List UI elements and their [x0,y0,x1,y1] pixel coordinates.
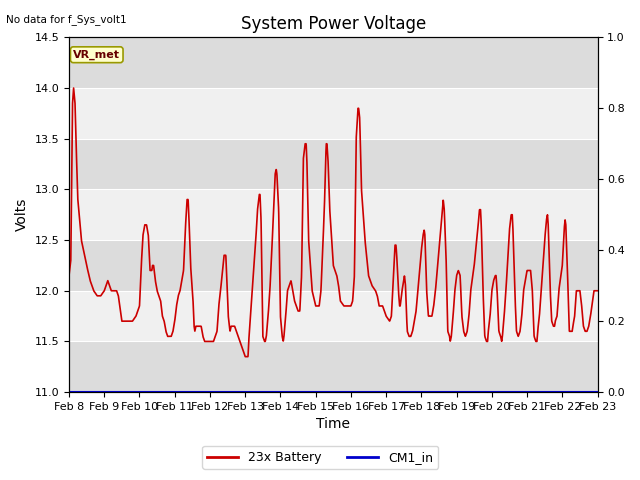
Text: VR_met: VR_met [73,49,120,60]
Bar [69,291,598,341]
X-axis label: Time: Time [316,418,350,432]
Bar [69,341,598,392]
Text: No data for f_Sys_volt1: No data for f_Sys_volt1 [6,14,127,25]
Bar [69,88,598,139]
Bar [69,190,598,240]
Bar [69,37,598,88]
Bar [69,240,598,291]
Y-axis label: Volts: Volts [15,198,29,231]
Legend: 23x Battery, CM1_in: 23x Battery, CM1_in [202,446,438,469]
Title: System Power Voltage: System Power Voltage [241,15,426,33]
Bar [69,139,598,190]
